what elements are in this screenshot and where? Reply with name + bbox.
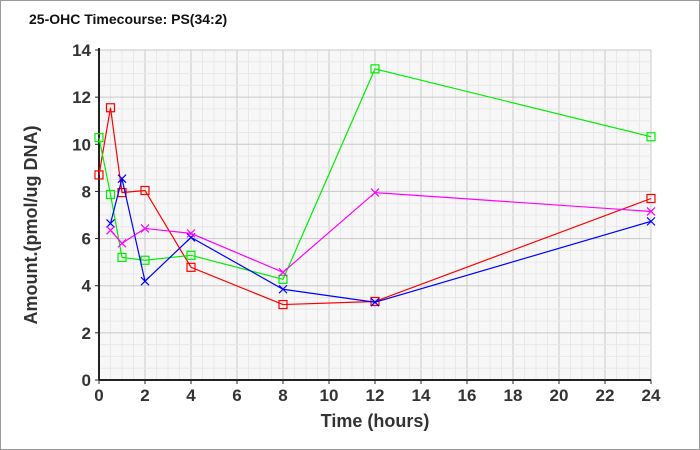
x-tick-label: 8 [278,386,287,405]
chart-title: 25-OHC Timecourse: PS(34:2) [29,11,228,27]
data-point-magenta [646,207,656,216]
data-point-red [278,299,288,310]
y-tick-label: 12 [72,88,91,107]
series-line-green [98,68,652,281]
x-tick-label: 24 [642,386,661,405]
y-tick-label: 10 [72,135,91,154]
data-point-blue [278,284,288,294]
x-tick-label: 6 [232,386,241,405]
x-tick-label: 18 [504,386,523,405]
x-tick-label: 2 [140,386,149,405]
data-point-magenta [186,228,196,238]
data-point-red [94,170,104,180]
data-point-red [140,185,150,196]
data-point-green [646,132,656,142]
data-point-red [105,103,116,113]
y-tick-label: 14 [72,41,91,60]
data-point-magenta [106,225,115,235]
data-point-green [140,255,150,265]
data-point-red [186,262,196,272]
data-point-magenta [117,238,127,248]
y-tick-label: 8 [82,182,91,201]
data-point-blue [646,216,656,226]
y-tick-label: 0 [82,371,91,390]
x-tick-label: 20 [550,386,569,405]
data-point-green [105,189,116,200]
x-tick-label: 16 [458,386,477,405]
data-point-magenta [370,188,380,198]
y-tick-label: 4 [82,277,92,296]
x-tick-label: 12 [366,386,385,405]
y-tick-label: 2 [82,324,91,343]
data-point-magenta [140,224,150,233]
data-point-magenta [278,267,288,277]
x-tick-label: 22 [596,386,615,405]
x-tick-label: 14 [412,386,431,405]
data-point-blue [106,219,115,228]
x-tick-label: 0 [94,386,103,405]
data-point-blue [370,297,380,307]
y-axis-label: Amount.(pmol/ug DNA) [21,126,41,325]
x-tick-label: 4 [186,386,196,405]
data-point-green [94,133,104,143]
y-tick-label: 6 [82,230,91,249]
series-line-red [98,107,652,306]
data-point-green [370,64,380,74]
data-point-green [117,252,127,263]
x-tick-label: 10 [320,386,339,405]
data-point-green [186,250,196,260]
data-point-red [646,193,656,204]
x-axis-label: Time (hours) [321,411,430,431]
data-point-green [278,274,288,284]
data-point-blue [117,174,127,184]
data-point-blue [140,276,150,286]
